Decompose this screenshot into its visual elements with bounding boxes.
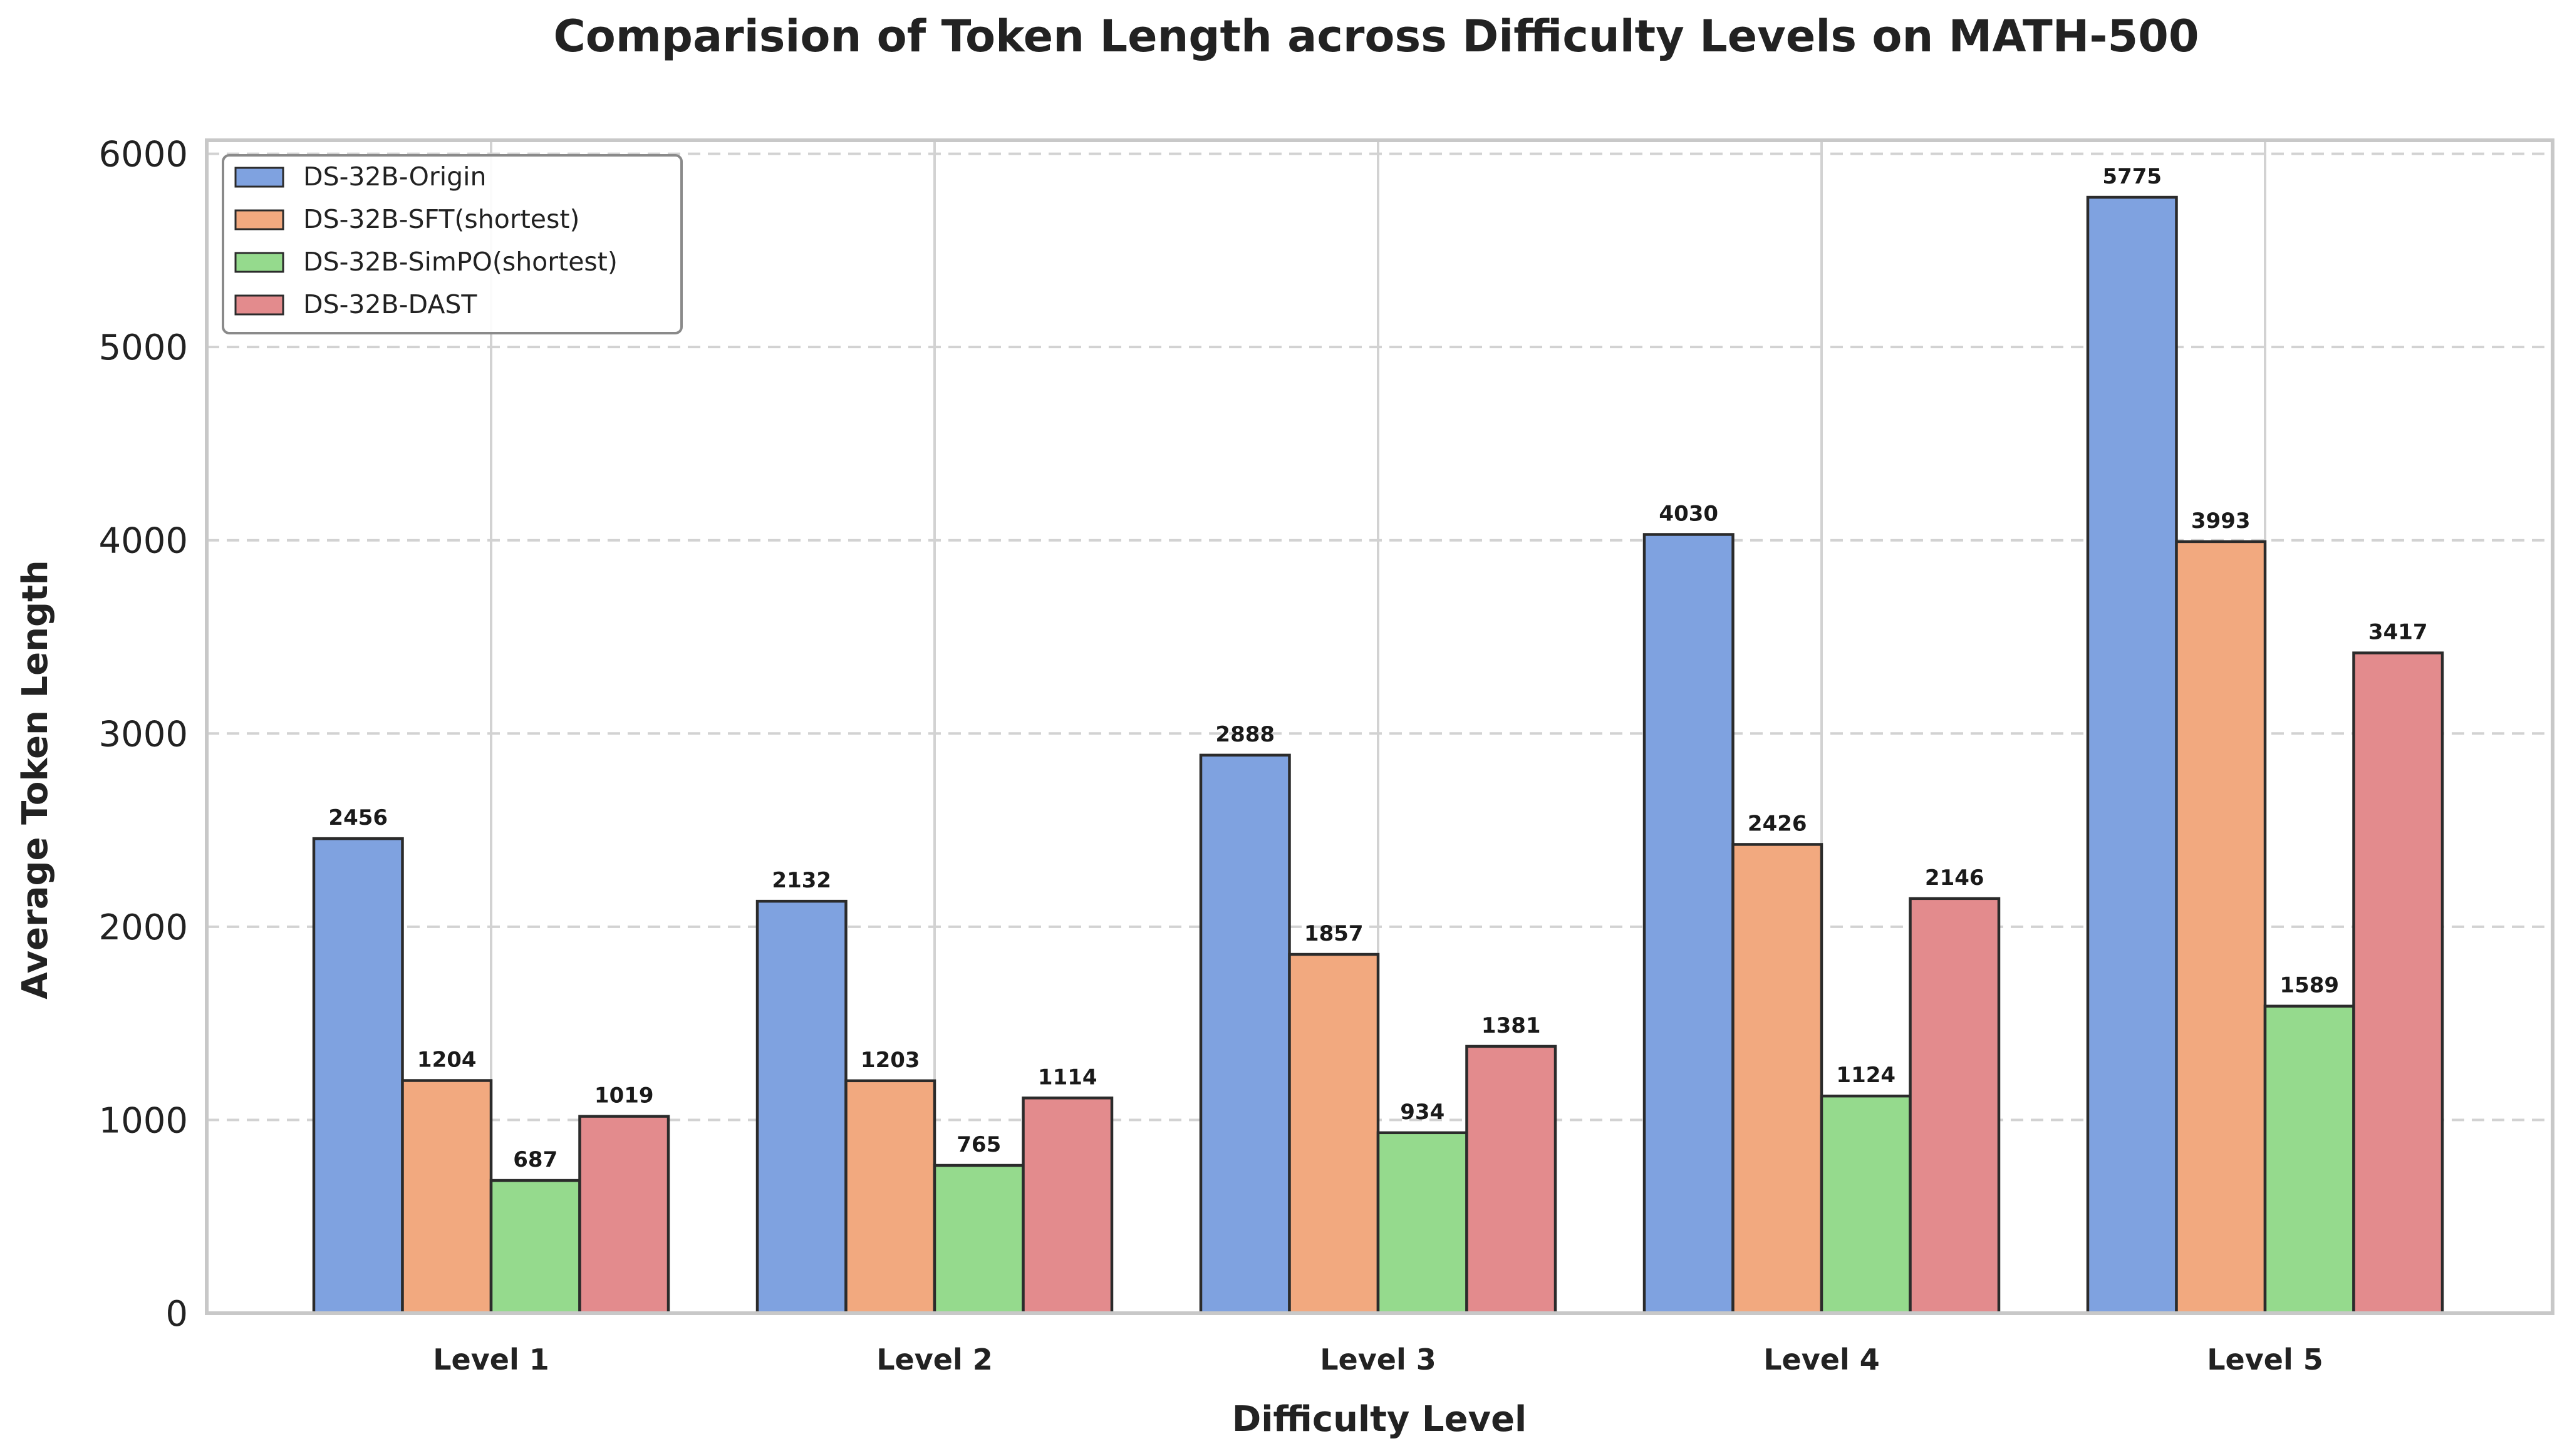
chart-title: Comparision of Token Length across Diffi… [553, 11, 2199, 62]
series-4: 1019 1114 1381 2146 3417 [578, 620, 2444, 1315]
y-tick-label: 1000 [98, 1100, 188, 1141]
data-label: 1381 [1481, 1013, 1541, 1038]
legend-entry: DS-32B-SFT(shortest) [303, 204, 579, 234]
legend-entry: DS-32B-SimPO(shortest) [303, 247, 618, 277]
data-label: 934 [1400, 1100, 1444, 1125]
bar [1376, 1131, 1468, 1315]
data-label: 1203 [861, 1048, 920, 1073]
data-label: 2146 [1925, 865, 1984, 891]
series-1: 2456 2132 2888 4030 5775 [312, 164, 2178, 1315]
data-label: 2888 [1215, 722, 1275, 747]
data-label: 4030 [1659, 501, 1718, 526]
legend-swatch [234, 294, 284, 316]
data-label: 3417 [2368, 620, 2428, 645]
y-tick-label: 2000 [98, 907, 188, 948]
legend-box [222, 154, 683, 334]
bar [2263, 1004, 2355, 1315]
x-tick-label: Level 5 [2207, 1343, 2323, 1376]
y-tick-label: 3000 [98, 714, 188, 755]
bar [1731, 843, 1823, 1315]
series-3: 687 765 934 1124 1589 [489, 973, 2355, 1315]
x-tick-label: Level 1 [433, 1343, 549, 1376]
data-label: 2456 [328, 805, 388, 830]
legend-entry: DS-32B-DAST [303, 289, 477, 319]
bar [1909, 897, 2001, 1315]
data-label: 5775 [2102, 164, 2162, 189]
y-axis-label: Average Token Length [15, 560, 56, 999]
bar [2086, 195, 2178, 1315]
data-label: 1019 [594, 1083, 654, 1108]
bar [312, 837, 404, 1315]
data-label: 1114 [1038, 1065, 1097, 1090]
bar [489, 1179, 581, 1315]
bar [2175, 540, 2267, 1315]
data-label: 1204 [417, 1047, 477, 1072]
bar [2352, 651, 2444, 1315]
data-label: 687 [513, 1147, 557, 1172]
bar [401, 1079, 493, 1315]
data-label: 3993 [2191, 509, 2251, 534]
y-tick-label: 0 [165, 1294, 188, 1335]
data-label: 1124 [1836, 1063, 1895, 1088]
data-label: 765 [957, 1132, 1001, 1157]
data-label: 2132 [772, 868, 831, 893]
plot-border [205, 138, 2554, 1315]
data-label: 1589 [2279, 973, 2339, 998]
legend-entry: DS-32B-Origin [303, 162, 487, 192]
y-tick-label: 4000 [98, 521, 188, 562]
bar [1288, 953, 1380, 1315]
bar [1022, 1097, 1114, 1315]
bar [844, 1079, 936, 1315]
y-tick-label: 6000 [98, 135, 188, 175]
legend: DS-32B-Origin DS-32B-SFT(shortest) DS-32B-… [222, 154, 683, 334]
x-axis-label: Difficulty Level [1232, 1399, 1527, 1440]
x-tick-label: Level 3 [1320, 1343, 1436, 1376]
bar [755, 899, 848, 1315]
x-tick-label: Level 4 [1763, 1343, 1879, 1376]
bar [1820, 1094, 1912, 1315]
bar [1642, 533, 1735, 1315]
bar [933, 1164, 1025, 1315]
data-label: 1857 [1304, 921, 1364, 946]
y-tick-label: 5000 [98, 328, 188, 368]
data-label: 2426 [1748, 811, 1807, 836]
bar [1199, 753, 1291, 1315]
bar [578, 1115, 670, 1315]
plot-area: 0 1000 2000 3000 4000 5000 6000 2456 2132 2888 403… [98, 135, 2554, 1376]
x-tick-label: Level 2 [876, 1343, 992, 1376]
legend-swatch [234, 252, 284, 273]
series-2: 1204 1203 1857 2426 3993 [401, 509, 2267, 1315]
legend-swatch [234, 209, 284, 230]
bar [1465, 1045, 1557, 1315]
legend-swatch [234, 167, 284, 188]
